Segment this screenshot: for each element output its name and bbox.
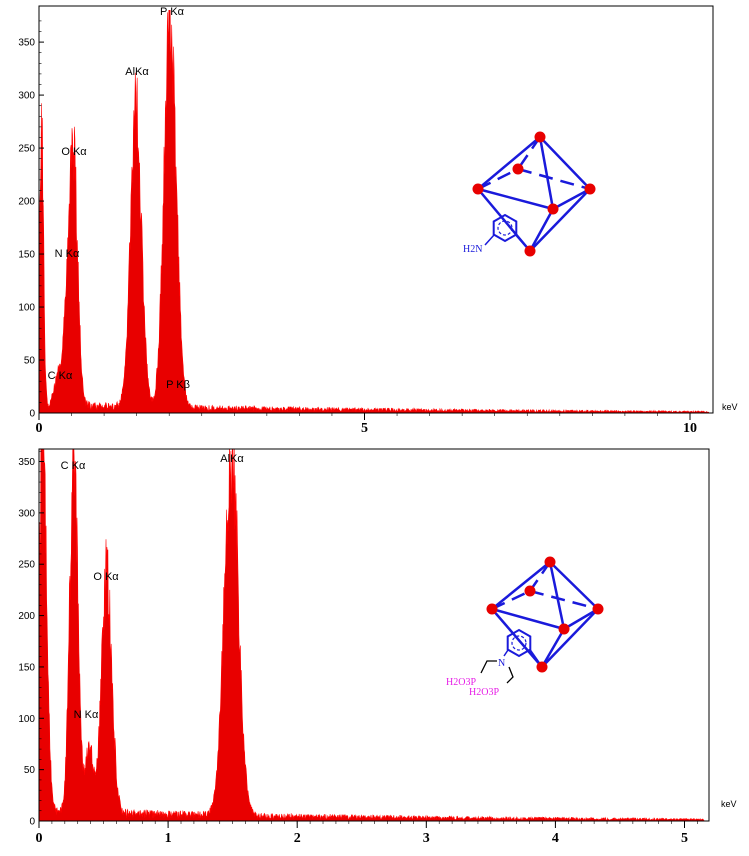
x-tick-label: 5	[361, 421, 368, 436]
cluster-edge	[548, 561, 566, 630]
y-tick-label: 100	[18, 714, 35, 725]
amine-bond	[484, 234, 495, 246]
y-tick-label: 150	[18, 662, 35, 673]
y-tick-label: 50	[24, 765, 36, 776]
cluster-node	[536, 661, 548, 673]
cluster-edge	[538, 136, 555, 210]
cluster-edge	[491, 608, 543, 668]
cluster-node	[558, 623, 570, 635]
cluster-edge	[563, 607, 599, 631]
peak-annotation: P Kβ	[166, 379, 190, 391]
nitrogen-label: N	[498, 658, 505, 669]
x-unit-label: keV	[721, 799, 737, 809]
cluster-node	[486, 603, 498, 615]
peak-annotation: AlKα	[220, 453, 244, 465]
eds-spectrum-panel-top: 0 50 100 150 200 250 300 350 0 5 10 keV P Kα AlKα O Kα…	[18, 5, 738, 436]
cluster-edge	[517, 167, 591, 191]
cluster-node	[547, 203, 559, 215]
plot-frame	[38, 5, 714, 414]
y-tick-label: 200	[18, 197, 35, 208]
peak-annotation: C Kα	[61, 460, 86, 472]
peak-annotation: N Kα	[55, 248, 80, 260]
x-tick-label: 2	[294, 831, 301, 846]
peak-annotation: O Kα	[61, 146, 87, 158]
cluster-node	[592, 603, 604, 615]
y-tick-label: 250	[18, 144, 35, 155]
cluster-edge	[539, 136, 591, 190]
phosphonate-label: H2O3P	[469, 687, 499, 698]
x-tick-label: 0	[36, 831, 43, 846]
cluster-node	[534, 131, 546, 143]
y-tick-label: 300	[18, 91, 35, 102]
eds-spectrum-panel-bottom: 0 50 100 150 200 250 300 350 0 1 2 3 4 5 keV C Kα AlKα O …	[18, 448, 737, 846]
cluster-edge	[552, 187, 591, 211]
x-tick-label: 10	[683, 421, 697, 436]
cluster-node	[472, 183, 484, 195]
cluster-edge	[528, 561, 552, 592]
methylene-bond	[506, 666, 514, 684]
benzene-ring	[492, 213, 518, 243]
cluster-node	[584, 183, 596, 195]
methylene-bond	[480, 660, 497, 674]
cluster-node	[524, 245, 536, 257]
plot-frame	[38, 448, 710, 822]
spectrum-area	[39, 10, 709, 413]
cluster-edge	[491, 607, 565, 631]
y-tick-label: 150	[18, 250, 35, 261]
x-tick-label: 1	[165, 831, 172, 846]
y-tick-label: 300	[18, 508, 35, 519]
cluster-edge	[477, 187, 554, 211]
cluster-edge	[477, 167, 519, 191]
cluster-edge	[516, 136, 542, 170]
x-tick-label: 4	[552, 831, 559, 846]
y-tick-label: 50	[24, 356, 36, 367]
x-tick-label: 3	[423, 831, 430, 846]
x-tick-label: 5	[681, 831, 688, 846]
y-tick-label: 100	[18, 303, 35, 314]
cluster-edge	[491, 561, 551, 610]
amine-bond	[503, 649, 509, 657]
x-unit-label: keV	[722, 402, 738, 412]
y-tick-label: 0	[29, 409, 35, 420]
cluster-edge	[528, 208, 555, 252]
peak-annotation: AlKα	[125, 66, 149, 78]
cluster-edge	[541, 608, 599, 668]
y-tick-label: 0	[29, 817, 35, 828]
cluster-edge	[491, 589, 531, 611]
cluster-node	[512, 163, 524, 175]
cluster-edge	[540, 628, 566, 668]
y-tick-label: 250	[18, 560, 35, 571]
cluster-edge	[529, 188, 591, 252]
peak-annotation: C Kα	[48, 370, 73, 382]
y-tick-label: 350	[18, 457, 35, 468]
aromatic-circle	[511, 635, 527, 651]
molecule-structure: H2N	[463, 131, 596, 257]
amine-label: H2N	[463, 244, 482, 255]
cluster-node	[544, 556, 556, 568]
peak-annotation: O Kα	[93, 571, 119, 583]
aromatic-circle	[497, 220, 513, 236]
cluster-edge	[549, 561, 599, 610]
y-tick-label: 350	[18, 38, 35, 49]
benzene-ring	[506, 628, 532, 658]
cluster-node	[524, 585, 536, 597]
phosphonate-label: H2O3P	[446, 677, 476, 688]
cluster-edge	[477, 136, 541, 190]
x-tick-label: 0	[36, 421, 43, 436]
cluster-edge	[529, 589, 599, 611]
peak-annotation: P Kα	[160, 6, 185, 18]
y-tick-label: 200	[18, 611, 35, 622]
spectrum-area	[39, 449, 705, 821]
peak-annotation: N Kα	[74, 709, 99, 721]
